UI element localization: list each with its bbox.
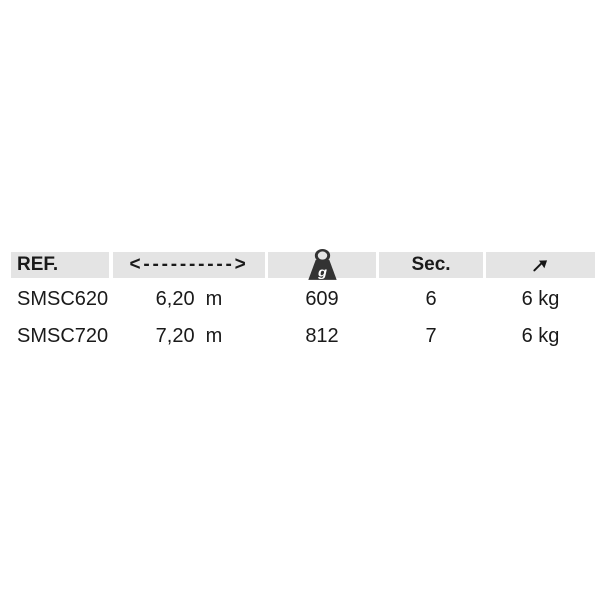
svg-text:g: g bbox=[316, 264, 327, 279]
